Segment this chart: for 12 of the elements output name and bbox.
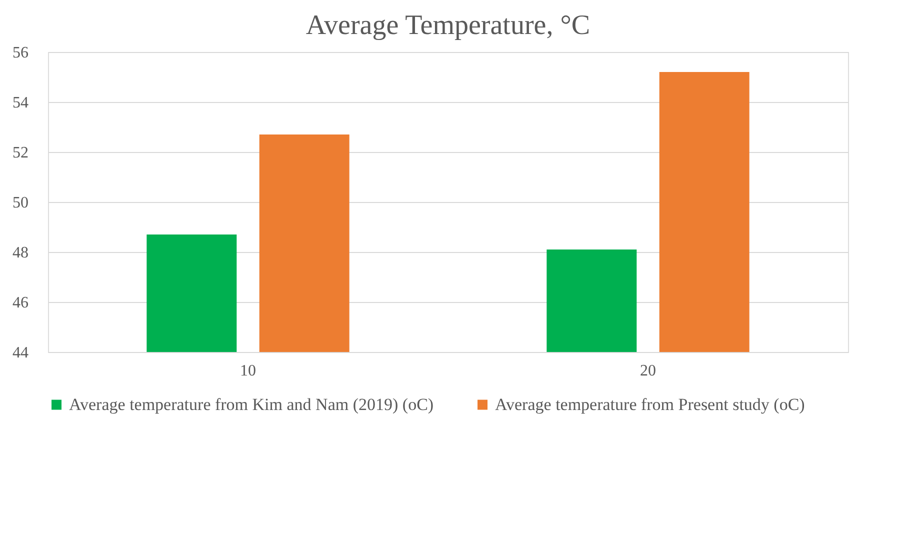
y-tick-label: 50 (12, 194, 28, 212)
y-tick-label: 52 (12, 144, 28, 162)
legend-label: Average temperature from Kim and Nam (2019) (oC) (69, 394, 434, 414)
chart-title: Average Temperature, °C (306, 10, 590, 41)
y-tick-label: 46 (12, 294, 28, 312)
x-tick-label: 20 (640, 362, 656, 380)
x-tick-label: 10 (240, 362, 256, 380)
y-tick-label: 56 (12, 44, 28, 62)
legend-label: Average temperature from Present study (oC) (495, 394, 805, 414)
y-tick-label: 44 (12, 344, 28, 362)
y-tick-label: 48 (12, 244, 28, 262)
y-tick-label: 54 (12, 94, 28, 112)
